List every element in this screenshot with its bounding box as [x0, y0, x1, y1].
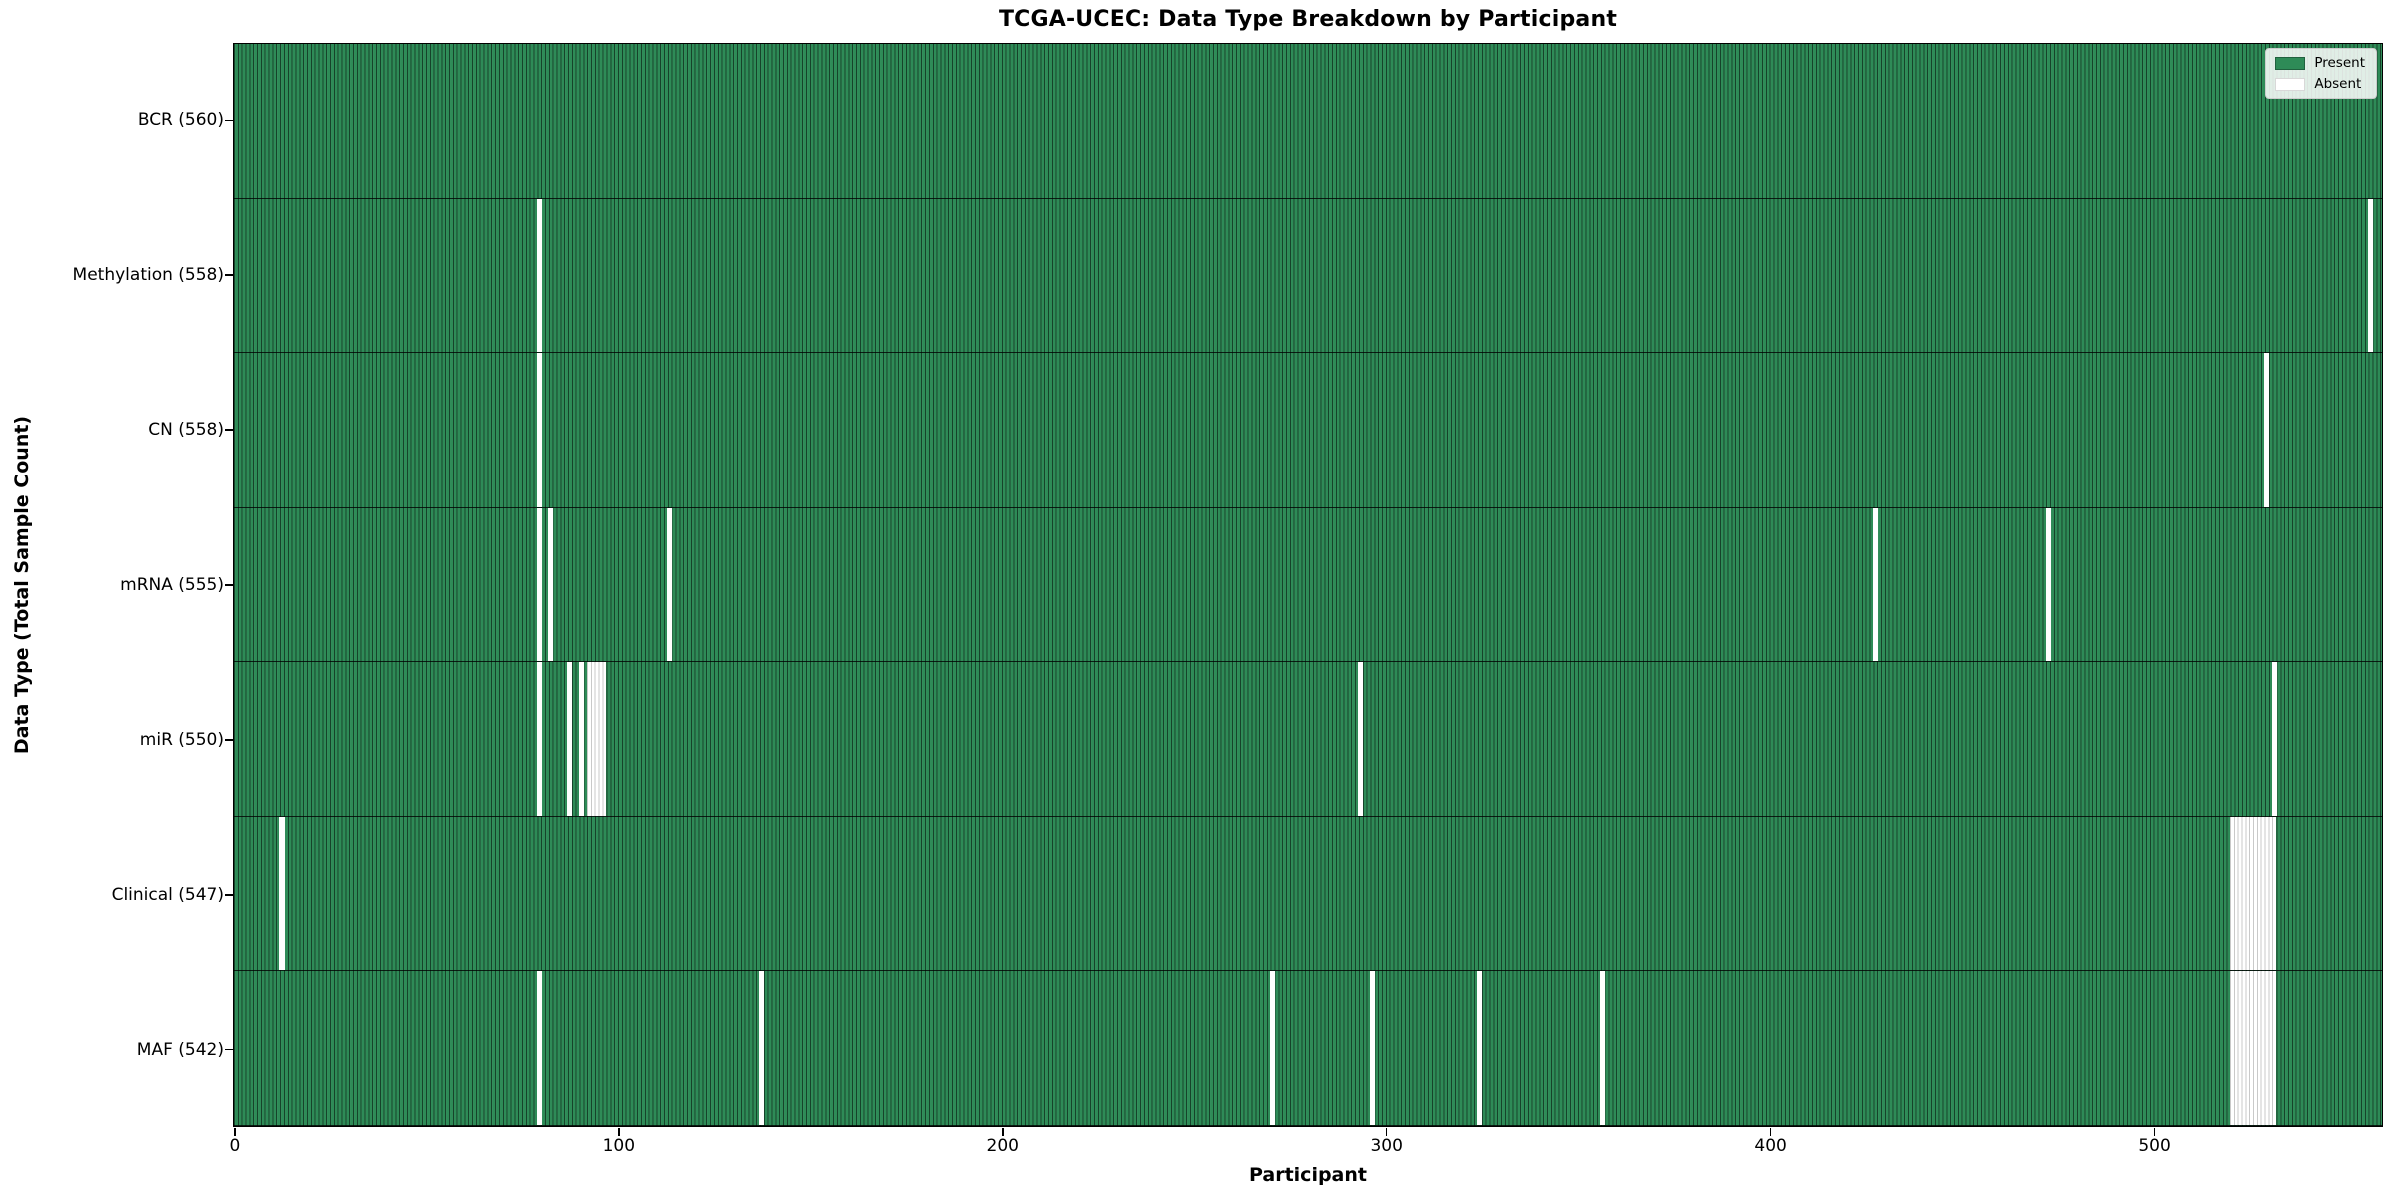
- heatmap-row-mir: [234, 662, 2382, 817]
- heatmap-row-bcr: [234, 44, 2382, 199]
- x-tick-mark: [2153, 1128, 2156, 1136]
- absent-stripe: [536, 507, 542, 662]
- heatmap-row-mrna: [234, 507, 2382, 663]
- absent-stripe: [2368, 198, 2374, 353]
- legend-label-present: Present: [2314, 55, 2365, 71]
- y-tick-mark: [225, 1048, 233, 1051]
- legend: Present Absent: [2265, 48, 2377, 99]
- absent-stripe: [2045, 507, 2051, 662]
- absent-stripe: [536, 353, 542, 507]
- absent-stripe: [1872, 507, 1878, 662]
- y-tick-label: Clinical (547): [111, 884, 224, 905]
- x-tick-label: 200: [986, 1136, 1019, 1156]
- x-tick-label: 400: [1754, 1136, 1787, 1156]
- absent-stripe: [1369, 971, 1375, 1126]
- x-tick-mark: [1769, 1128, 1772, 1136]
- absent-stripe: [1477, 971, 1483, 1126]
- absent-stripe: [1358, 662, 1364, 816]
- x-tick-mark: [234, 1128, 236, 1136]
- x-tick-label: 0: [229, 1136, 241, 1156]
- x-tick-mark: [618, 1128, 620, 1136]
- heatmap-row-cn: [234, 353, 2382, 508]
- absent-stripe: [2230, 816, 2277, 971]
- legend-item-present: Present: [2275, 55, 2365, 71]
- absent-stripe: [536, 662, 542, 816]
- legend-swatch-absent: [2275, 77, 2306, 91]
- heatmap-row-maf: [234, 971, 2382, 1127]
- absent-stripe: [667, 507, 673, 662]
- absent-stripe: [1270, 971, 1276, 1126]
- y-axis-label: Data Type (Total Sample Count): [11, 415, 33, 755]
- x-axis-label: Participant: [1248, 1164, 1367, 1186]
- absent-stripe: [2264, 353, 2270, 507]
- plot-area: Present Absent: [233, 43, 2383, 1127]
- x-tick-label: 500: [2138, 1136, 2171, 1156]
- absent-stripe: [536, 198, 542, 353]
- y-tick-label: MAF (542): [136, 1039, 224, 1060]
- y-tick-mark: [225, 893, 233, 896]
- absent-stripe: [1600, 971, 1606, 1126]
- legend-swatch-present: [2275, 56, 2306, 70]
- heatmap-row-clinical: [234, 816, 2382, 972]
- y-tick-mark: [225, 429, 233, 431]
- y-tick-label: mRNA (555): [120, 575, 224, 595]
- absent-stripe: [548, 507, 554, 662]
- y-tick-mark: [225, 274, 233, 277]
- absent-stripe: [279, 816, 285, 971]
- x-tick-label: 300: [1370, 1136, 1403, 1156]
- y-tick-mark: [225, 584, 233, 586]
- absent-stripe: [578, 662, 584, 816]
- chart-title: TCGA-UCEC: Data Type Breakdown by Partic…: [998, 7, 1618, 32]
- y-tick-label: miR (550): [139, 729, 224, 750]
- x-tick-mark: [1385, 1128, 1388, 1136]
- x-tick-mark: [1001, 1128, 1004, 1136]
- absent-stripe: [567, 662, 573, 816]
- y-tick-label: CN (558): [148, 420, 224, 441]
- absent-stripe: [536, 971, 542, 1126]
- legend-label-absent: Absent: [2314, 76, 2362, 92]
- heatmap-row-methylation: [234, 198, 2382, 354]
- absent-stripe: [587, 662, 607, 816]
- y-tick-mark: [225, 119, 233, 122]
- x-tick-label: 100: [602, 1136, 636, 1156]
- absent-stripe: [2230, 971, 2277, 1126]
- absent-stripe: [759, 971, 765, 1126]
- y-tick-label: Methylation (558): [72, 265, 224, 286]
- y-tick-mark: [225, 739, 233, 741]
- y-tick-label: BCR (560): [137, 110, 224, 131]
- absent-stripe: [2272, 662, 2278, 816]
- legend-item-absent: Absent: [2275, 76, 2365, 92]
